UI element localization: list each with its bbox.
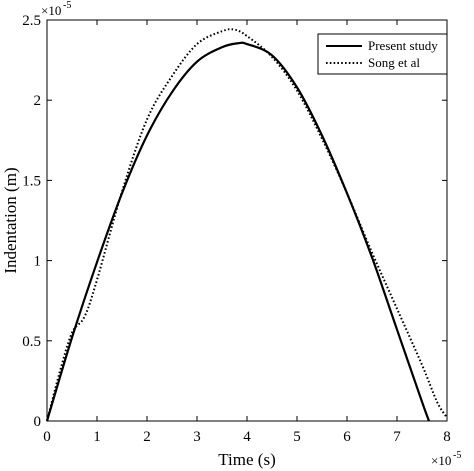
x-tick-label: 6 xyxy=(343,429,351,445)
legend-label-song-et-al: Song et al xyxy=(368,55,420,70)
y-axis-ticks: 0 0.5 1 1.5 2 2.5 xyxy=(22,13,447,430)
series-line-present-study xyxy=(45,41,431,422)
x-tick-label: 8 xyxy=(443,429,451,445)
y-multiplier-exponent: -5 xyxy=(63,0,71,11)
x-axis-ticks: 0 1 2 3 4 5 6 7 8 xyxy=(43,20,451,445)
y-tick-label: 1 xyxy=(34,254,42,270)
x-tick-label: 0 xyxy=(43,429,51,445)
series-layer xyxy=(45,28,448,422)
legend-label-present-study: Present study xyxy=(368,38,438,53)
x-tick-label: 2 xyxy=(143,429,151,445)
x-tick-label: 4 xyxy=(243,429,251,445)
x-multiplier-base: ×10 xyxy=(431,453,451,468)
plot-area-frame xyxy=(46,19,448,422)
x-tick-label: 3 xyxy=(193,429,201,445)
x-tick-label: 5 xyxy=(293,429,301,445)
y-axis-title: Indentation (m) xyxy=(1,167,20,273)
x-tick-label: 7 xyxy=(393,429,401,445)
y-tick-label: 0 xyxy=(34,414,42,430)
y-tick-label: 2 xyxy=(34,93,42,109)
legend-box xyxy=(317,33,448,75)
x-axis-multiplier: ×10 -5 xyxy=(431,450,461,468)
y-tick-label: 0.5 xyxy=(22,334,41,350)
y-multiplier-base: ×10 xyxy=(41,3,61,18)
x-tick-label: 1 xyxy=(93,429,101,445)
y-tick-label: 2.5 xyxy=(22,13,41,29)
legend: Present study Song et al xyxy=(317,33,448,75)
x-axis-title: Time (s) xyxy=(218,450,275,469)
y-axis-multiplier: ×10 -5 xyxy=(41,0,71,18)
y-tick-label: 1.5 xyxy=(22,173,41,189)
x-multiplier-exponent: -5 xyxy=(453,450,461,461)
series-line-song-et-al xyxy=(46,28,448,422)
